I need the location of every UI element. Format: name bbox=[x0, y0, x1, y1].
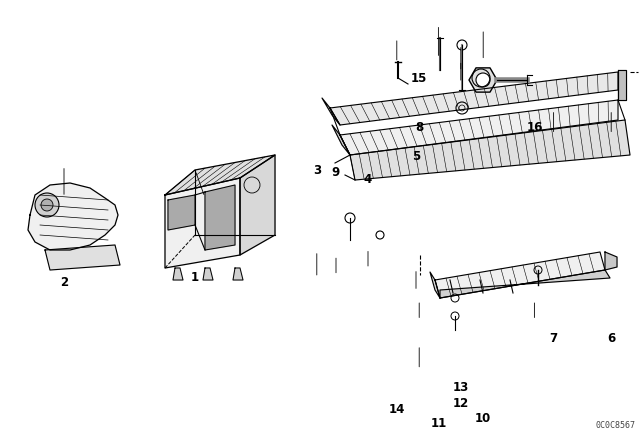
Text: 8: 8 bbox=[415, 121, 423, 134]
Text: 10: 10 bbox=[475, 412, 492, 426]
Polygon shape bbox=[330, 72, 618, 125]
Polygon shape bbox=[322, 98, 340, 125]
Polygon shape bbox=[618, 70, 626, 100]
Polygon shape bbox=[469, 68, 497, 92]
Text: 6: 6 bbox=[607, 332, 615, 345]
Text: 4: 4 bbox=[364, 172, 372, 186]
Text: 13: 13 bbox=[452, 381, 469, 394]
Polygon shape bbox=[440, 270, 610, 298]
Text: 9: 9 bbox=[332, 166, 340, 179]
Polygon shape bbox=[605, 252, 617, 270]
Text: 15: 15 bbox=[411, 72, 428, 85]
Polygon shape bbox=[28, 183, 118, 250]
Text: 2: 2 bbox=[60, 276, 68, 289]
Text: 5: 5 bbox=[412, 150, 420, 164]
Text: 0C0C8567: 0C0C8567 bbox=[595, 421, 635, 430]
Polygon shape bbox=[332, 125, 350, 155]
Polygon shape bbox=[165, 178, 240, 268]
Text: 14: 14 bbox=[388, 403, 405, 417]
Polygon shape bbox=[350, 120, 630, 180]
Polygon shape bbox=[340, 100, 618, 155]
Polygon shape bbox=[203, 268, 213, 280]
Polygon shape bbox=[240, 155, 275, 255]
Text: 12: 12 bbox=[452, 396, 469, 410]
Polygon shape bbox=[168, 195, 195, 230]
Text: 7: 7 bbox=[550, 332, 557, 345]
Text: 16: 16 bbox=[526, 121, 543, 134]
Polygon shape bbox=[165, 155, 275, 195]
Polygon shape bbox=[233, 268, 243, 280]
Circle shape bbox=[35, 193, 59, 217]
Circle shape bbox=[476, 73, 490, 87]
Text: 11: 11 bbox=[430, 417, 447, 430]
Text: 3: 3 bbox=[313, 164, 321, 177]
Polygon shape bbox=[430, 272, 440, 298]
Circle shape bbox=[41, 199, 53, 211]
Polygon shape bbox=[173, 268, 183, 280]
Text: 1: 1 bbox=[191, 271, 199, 284]
Polygon shape bbox=[45, 245, 120, 270]
Polygon shape bbox=[435, 252, 605, 298]
Polygon shape bbox=[205, 185, 235, 250]
